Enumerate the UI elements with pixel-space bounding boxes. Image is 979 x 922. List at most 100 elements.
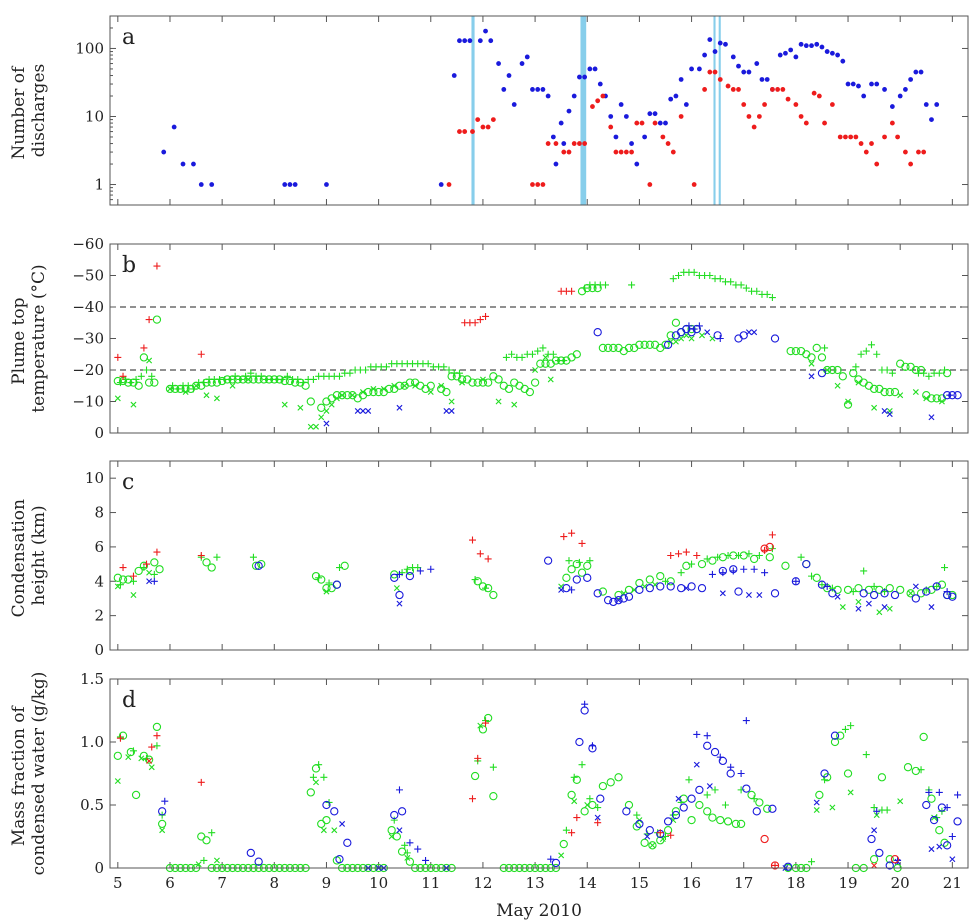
panel-d-blue-cross-point bbox=[594, 814, 601, 821]
panel-a-blue-dot-point bbox=[903, 87, 908, 92]
panel-b-green-cross-point bbox=[479, 376, 486, 383]
panel-c-blue-circle-point bbox=[635, 585, 644, 595]
panel-d-red-plus-point bbox=[148, 743, 156, 751]
panel-b-green-cross-point bbox=[923, 395, 930, 402]
panel-a-red-dot-point bbox=[553, 141, 559, 146]
panel-d-blue-cross-point bbox=[706, 783, 713, 790]
panel-b-blue-cross-point bbox=[928, 414, 935, 421]
panel-a-blue-dot-point bbox=[736, 63, 741, 69]
panel-b-green-cross-point bbox=[146, 357, 153, 364]
panel-d-green-cross-point bbox=[584, 802, 591, 808]
panel-d-green-plus-point bbox=[633, 811, 641, 819]
panel-d-green-plus-point bbox=[153, 742, 161, 750]
x-tick-label: 19 bbox=[838, 874, 857, 892]
panel-b-green-cross-point bbox=[511, 401, 518, 408]
panel-c-y-tick-label: 10 bbox=[85, 469, 104, 487]
panel-a-blue-dot-point bbox=[647, 111, 653, 117]
panel-d-green-circle-point bbox=[836, 731, 845, 740]
panel-c-green-plus-point bbox=[403, 565, 411, 573]
panel-a-blue-dot-point bbox=[764, 77, 770, 82]
panel-d-blue-plus-point bbox=[422, 856, 430, 864]
panel-c-green-circle-point bbox=[708, 556, 717, 565]
panel-b-green-plus-point bbox=[675, 272, 683, 279]
panel-d-green-cross-point bbox=[331, 827, 338, 834]
panel-a-blue-dot-point bbox=[929, 117, 934, 123]
panel-b-green-cross-point bbox=[370, 385, 377, 392]
panel-a-blue-dot-point bbox=[923, 102, 929, 107]
panel-c-blue-circle-point bbox=[614, 596, 623, 605]
panel-b-green-cross-point bbox=[834, 382, 841, 389]
panel-a-red-dot-point bbox=[863, 149, 869, 155]
panel-b-green-cross-point bbox=[318, 414, 325, 421]
panel-d-green-plus-point bbox=[578, 761, 586, 769]
panel-d-green-plus-point bbox=[808, 858, 816, 866]
panel-a-red-dot-point bbox=[811, 90, 817, 96]
panel-b-green-cross-point bbox=[328, 401, 335, 408]
panel-b-green-circle-point bbox=[343, 391, 352, 400]
panel-b-green-plus-point bbox=[534, 347, 542, 355]
panel-d-green-plus-point bbox=[200, 856, 208, 864]
panel-b-green-circle-point bbox=[869, 384, 879, 394]
panel-a-blue-dot-point bbox=[496, 61, 501, 66]
panel-c-blue-circle-point bbox=[395, 590, 404, 600]
panel-b-green-cross-point bbox=[333, 395, 340, 402]
panel-d-frame bbox=[109, 678, 969, 869]
panel-d-blue-circle-point bbox=[830, 731, 840, 740]
panel-b-green-cross-point bbox=[448, 398, 455, 405]
panel-d-green-plus-point bbox=[129, 747, 137, 755]
panel-a-blue-dot-point bbox=[783, 50, 788, 56]
panel-c-blue-circle-point bbox=[869, 590, 879, 600]
panel-d-blue-circle-point bbox=[663, 817, 673, 826]
panel-a-red-dot-point bbox=[577, 141, 582, 146]
panel-a-blue-dot-point bbox=[754, 61, 760, 66]
panel-d-blue-circle-point bbox=[645, 826, 654, 835]
panel-a-red-dot-point bbox=[457, 129, 462, 134]
panel-b-ylabel-line2: temperature (°C) bbox=[29, 264, 49, 412]
panel-c-blue-cross-point bbox=[855, 605, 862, 612]
panel-d-green-circle-point bbox=[322, 815, 331, 825]
panel-a-blue-dot-point bbox=[629, 141, 634, 146]
panel-b-green-cross-point bbox=[542, 354, 549, 361]
panel-a-red-dot-point bbox=[770, 87, 775, 92]
panel-b-frame bbox=[109, 243, 969, 434]
panel-d-blue-plus-point bbox=[406, 839, 414, 847]
panel-c-green-circle-point bbox=[118, 575, 128, 584]
panel-d-green-plus-point bbox=[320, 773, 328, 781]
panel-d-green-cross-point bbox=[388, 833, 395, 840]
panel-c-green-circle-point bbox=[812, 573, 821, 582]
panel-b-red-plus-point bbox=[119, 372, 127, 380]
panel-c-blue-circle-point bbox=[593, 589, 602, 598]
panel-b-green-cross-point bbox=[313, 423, 320, 430]
panel-a-blue-dot-point bbox=[550, 134, 556, 140]
panel-a-blue-dot-point bbox=[882, 87, 887, 92]
panel-a-red-dot-point bbox=[545, 141, 551, 146]
panel-a-blue-dot-point bbox=[524, 54, 530, 60]
panel-a-blue-dot-point bbox=[501, 87, 507, 92]
panel-c-blue-cross-point bbox=[719, 590, 726, 597]
panel-b-green-circle-point bbox=[640, 340, 649, 349]
panel-c-blue-circle-point bbox=[676, 583, 686, 593]
panel-c-green-circle-point bbox=[251, 561, 261, 570]
panel-d-green-circle-point bbox=[567, 790, 576, 800]
panel-c-blue-cross-point bbox=[912, 583, 919, 590]
panel-d-green-circle-point bbox=[708, 813, 717, 822]
panel-b-green-circle-point bbox=[374, 387, 383, 397]
panel-b-green-plus-point bbox=[242, 372, 250, 380]
panel-d-blue-plus-point bbox=[395, 786, 403, 794]
panel-c-green-cross-point bbox=[146, 569, 153, 576]
panel-a-blue-dot-point bbox=[668, 96, 674, 102]
panel-d-blue-plus-point bbox=[547, 855, 555, 863]
panel-a-red-dot-point bbox=[485, 124, 491, 130]
panel-b-green-plus-point bbox=[920, 369, 928, 377]
panel-a-blue-dot-point bbox=[519, 61, 525, 66]
panel-d-green-cross-point bbox=[558, 852, 565, 859]
panel-c-green-circle-point bbox=[572, 559, 581, 569]
panel-a-blue-dot-point bbox=[608, 114, 614, 119]
panel-b-y-tick-label: −40 bbox=[72, 298, 104, 316]
panel-b-green-plus-point bbox=[669, 275, 677, 283]
panel-c-green-circle-point bbox=[124, 575, 133, 584]
panel-a-red-dot-point bbox=[475, 117, 481, 123]
panel-b-green-circle-point bbox=[217, 376, 227, 386]
panel-b-green-circle-point bbox=[817, 353, 827, 362]
panel-d-green-plus-point bbox=[309, 773, 317, 781]
